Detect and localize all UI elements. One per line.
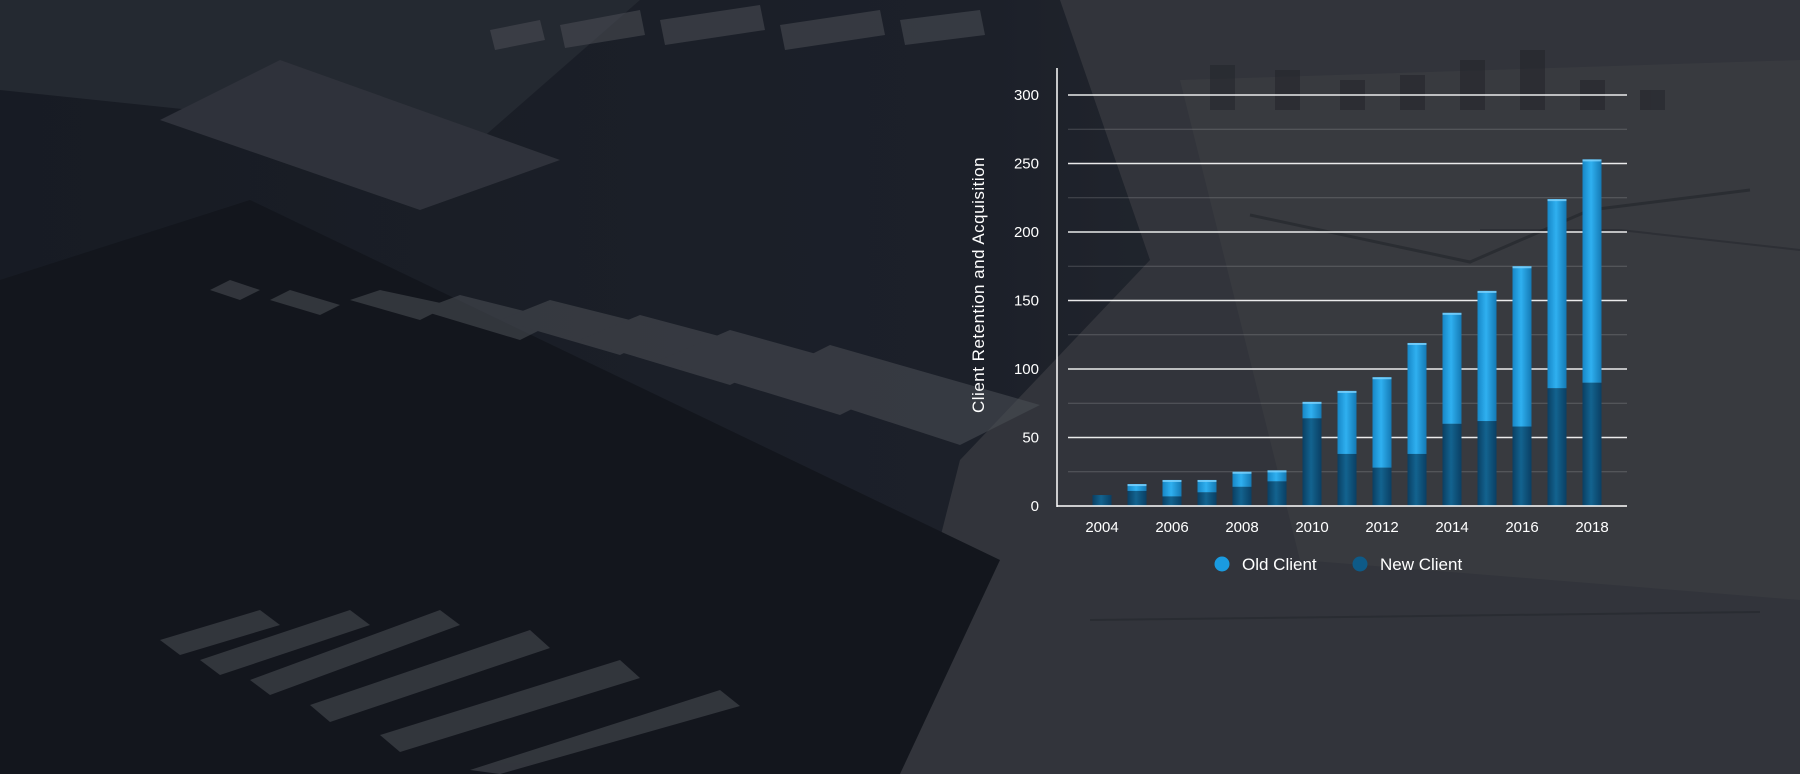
bar-top-highlight: [1512, 266, 1532, 269]
y-axis-title: Client Retention and Acquisition: [969, 157, 988, 413]
bar-old-client: [1127, 484, 1147, 491]
bar-top-highlight: [1407, 342, 1427, 345]
bar-old-client: [1232, 471, 1252, 487]
bar-new-client: [1442, 423, 1462, 506]
bar-new-client: [1477, 421, 1497, 506]
x-tick-label: 2018: [1575, 519, 1608, 536]
bar-new-client: [1127, 490, 1147, 506]
bar-top-highlight: [1197, 479, 1217, 482]
bar-old-client: [1407, 342, 1427, 454]
y-tick-label: 50: [1022, 430, 1039, 447]
bar-new-client: [1197, 492, 1217, 506]
bar-old-client: [1512, 266, 1532, 427]
x-axis-ticks: 2004 2006 2008 2010 2012 2014 2016 2018: [1085, 519, 1608, 536]
x-tick-label: 2006: [1155, 519, 1188, 536]
bars: [1092, 159, 1602, 506]
bar-old-client: [1547, 199, 1567, 389]
x-tick-label: 2014: [1435, 519, 1468, 536]
x-tick-label: 2012: [1365, 519, 1398, 536]
bar-top-highlight: [1337, 390, 1357, 393]
legend-label: New Client: [1380, 555, 1462, 574]
bar-top-highlight: [1232, 471, 1252, 474]
x-tick-label: 2016: [1505, 519, 1538, 536]
bar-top-highlight: [1267, 470, 1287, 473]
bar-old-client: [1582, 159, 1602, 383]
bar-old-client: [1302, 401, 1322, 419]
bar-old-client: [1197, 479, 1217, 493]
y-tick-label: 150: [1014, 293, 1039, 310]
x-tick-label: 2004: [1085, 519, 1118, 536]
bar-new-client: [1302, 418, 1322, 506]
y-axis-ticks: 0 50 100 150 200 250 300: [1014, 87, 1039, 515]
y-tick-label: 0: [1031, 498, 1039, 515]
bar-top-highlight: [1477, 290, 1497, 293]
x-tick-label: 2010: [1295, 519, 1328, 536]
legend-label: Old Client: [1242, 555, 1317, 574]
bar-old-client: [1372, 377, 1392, 468]
bar-old-client: [1442, 312, 1462, 424]
bar-new-client: [1337, 453, 1357, 506]
legend: Old Client New Client: [1214, 555, 1462, 574]
bar-top-highlight: [1442, 312, 1462, 315]
bar-top-highlight: [1372, 377, 1392, 380]
y-tick-label: 100: [1014, 361, 1039, 378]
y-tick-label: 300: [1014, 87, 1039, 104]
x-tick-label: 2008: [1225, 519, 1258, 536]
bar-new-client: [1547, 388, 1567, 506]
y-tick-label: 200: [1014, 224, 1039, 241]
bar-top-highlight: [1162, 479, 1182, 482]
bar-new-client: [1092, 495, 1112, 506]
y-tick-label: 250: [1014, 156, 1039, 173]
bar-old-client: [1267, 470, 1287, 482]
bar-new-client: [1512, 426, 1532, 506]
bar-new-client: [1267, 481, 1287, 506]
bar-old-client: [1477, 290, 1497, 422]
bar-new-client: [1407, 453, 1427, 506]
bar-top-highlight: [1127, 484, 1147, 487]
legend-swatch: [1214, 556, 1230, 572]
bar-new-client: [1372, 467, 1392, 506]
bar-old-client: [1337, 390, 1357, 454]
bar-top-highlight: [1302, 401, 1322, 404]
bar-top-highlight: [1547, 199, 1567, 202]
bar-new-client: [1232, 486, 1252, 506]
bar-new-client: [1582, 382, 1602, 506]
bar-old-client: [1162, 479, 1182, 497]
bar-top-highlight: [1582, 159, 1602, 162]
bar-new-client: [1162, 496, 1182, 506]
legend-swatch: [1352, 556, 1368, 572]
